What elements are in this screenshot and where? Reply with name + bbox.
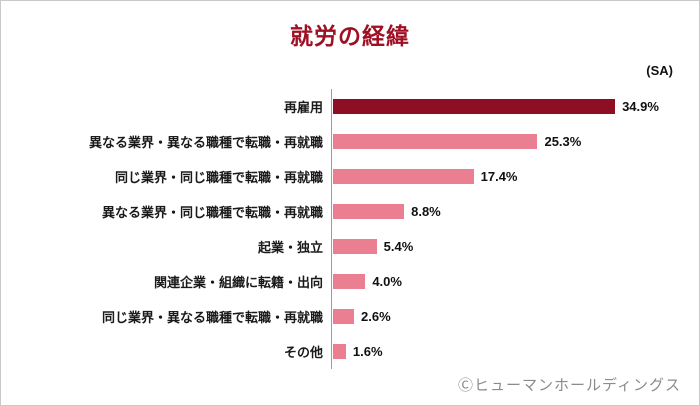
bar-value-label: 17.4% (480, 169, 518, 184)
chart-row: 関連企業・組織に転籍・出向 4.0% (11, 264, 687, 299)
bar-value-label: 4.0% (372, 274, 402, 289)
bar (333, 134, 538, 149)
category-label: その他 (283, 345, 323, 360)
bar (333, 239, 377, 254)
bar-value-label: 34.9% (622, 99, 659, 114)
bar-area: 25.3% (331, 124, 687, 159)
bar-area: 8.8% (331, 194, 687, 229)
category-label: 関連企業・組織に転籍・出向 (153, 275, 323, 290)
category-label: 同じ業界・異なる職種で転職・再就職 (101, 310, 323, 325)
bar-value-label: 8.8% (411, 204, 441, 219)
sa-annotation: (SA) (646, 63, 673, 78)
category-label: 起業・独立 (257, 240, 323, 255)
bar (333, 344, 346, 359)
bar-area: 4.0% (331, 264, 687, 299)
chart-row: 同じ業界・同じ職種で転職・再就職 17.4% (11, 159, 687, 194)
bar (333, 274, 366, 289)
chart-row: 起業・独立 5.4% (11, 229, 687, 264)
bar (333, 169, 474, 184)
bar (333, 309, 354, 324)
bar-value-label: 1.6% (352, 344, 383, 359)
category-label: 同じ業界・同じ職種で転職・再就職 (114, 170, 323, 185)
chart-row: 再雇用 34.9% (11, 89, 687, 124)
bar-value-label: 2.6% (361, 309, 391, 324)
bar-area: 2.6% (331, 299, 687, 334)
bar-value-label: 25.3% (544, 134, 582, 149)
chart-rows: 再雇用 34.9% 異なる業界・異なる職種で転職・再就職 25.3% 同じ業界・同じ職種… (11, 89, 687, 369)
bar-area: 17.4% (331, 159, 687, 194)
bar-area: 1.6% (331, 334, 687, 369)
category-label: 異なる業界・同じ職種で転職・再就職 (101, 205, 323, 220)
category-label: 再雇用 (283, 100, 323, 115)
chart-row: その他 1.6% (11, 334, 687, 369)
bar-area: 34.9% (331, 89, 687, 124)
bar (333, 204, 405, 219)
bar-area: 5.4% (331, 229, 687, 264)
bar (333, 99, 616, 114)
chart-row: 異なる業界・異なる職種で転職・再就職 25.3% (11, 124, 687, 159)
chart-row: 同じ業界・異なる職種で転職・再就職 2.6% (11, 299, 687, 334)
bar-value-label: 5.4% (383, 239, 414, 254)
copyright-credit: Ⓒヒューマンホールディングス (458, 377, 681, 394)
chart-row: 異なる業界・同じ職種で転職・再就職 8.8% (11, 194, 687, 229)
chart-title: 就労の経緯 (290, 23, 410, 49)
category-label: 異なる業界・異なる職種で転職・再就職 (88, 135, 323, 150)
